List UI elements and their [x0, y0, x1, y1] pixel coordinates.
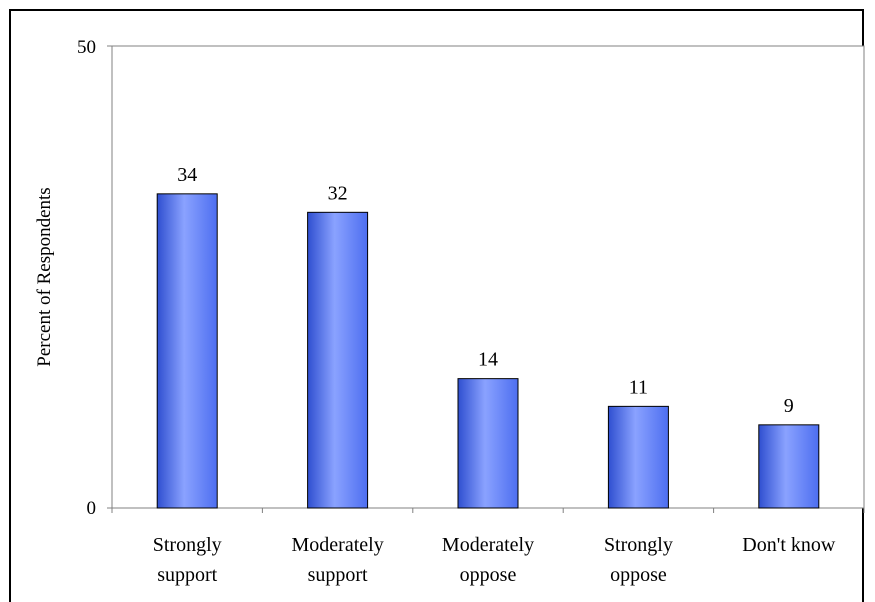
bar-0 — [156, 193, 218, 509]
x-tick-label-line: Strongly — [604, 534, 673, 556]
x-tick-label-line: Don't know — [742, 534, 836, 556]
labels-layer: 34 32 14 11 9 — [177, 164, 794, 417]
y-tick-label-50: 50 — [77, 37, 96, 58]
x-tick-label-line: support — [308, 564, 368, 586]
x-tick-label-line: Moderately — [292, 534, 384, 556]
x-tick-label-line: Moderately — [442, 534, 534, 556]
x-tick-label-3: Strongly oppose — [604, 534, 673, 586]
data-label-4: 9 — [784, 395, 794, 417]
x-tick-label-line: Strongly — [153, 534, 222, 556]
x-tick-label-1: Moderately support — [292, 534, 384, 586]
data-label-3: 11 — [629, 376, 648, 398]
bar-1 — [307, 211, 369, 509]
data-label-2: 14 — [478, 349, 498, 371]
data-label-1: 32 — [328, 182, 348, 204]
x-tick-label-4: Don't know — [742, 534, 836, 556]
y-axis-label: Percent of Respondents — [34, 187, 55, 366]
x-tick-label-line: support — [157, 564, 217, 586]
data-label-0: 34 — [177, 164, 197, 186]
bars-layer — [107, 45, 865, 513]
x-tick-label-line: oppose — [460, 564, 517, 586]
y-tick-label-0: 0 — [87, 498, 97, 519]
bar-4 — [758, 424, 820, 509]
x-tick-label-line: oppose — [610, 564, 667, 586]
x-tick-label-0: Strongly support — [153, 534, 222, 586]
x-tick-label-2: Moderately oppose — [442, 534, 534, 586]
bar-2 — [457, 378, 519, 509]
bar-3 — [607, 405, 669, 509]
